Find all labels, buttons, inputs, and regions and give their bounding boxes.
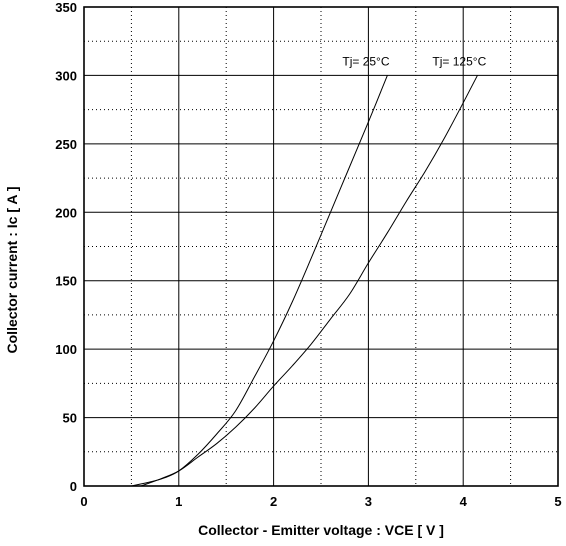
y-tick-label: 100 (55, 342, 77, 357)
x-axis-title: Collector - Emitter voltage : VCE [ V ] (198, 522, 444, 538)
minor-grid (84, 7, 558, 486)
y-tick-label: 350 (55, 0, 77, 15)
y-tick-label: 50 (63, 411, 77, 426)
major-grid (84, 7, 558, 486)
x-tick-label: 3 (365, 494, 372, 509)
y-tick-label: 150 (55, 274, 77, 289)
y-tick-label: 300 (55, 68, 77, 83)
y-axis-title: Collector current : Ic [ A ] (4, 187, 20, 354)
plot-frame (83, 6, 559, 487)
series-line-2 (140, 75, 478, 487)
x-tick-label: 1 (175, 494, 182, 509)
series-lines (131, 75, 478, 487)
x-tick-label: 2 (270, 494, 277, 509)
x-tick-label: 4 (460, 494, 468, 509)
x-tick-label: 5 (554, 494, 561, 509)
series-label-2: Tj= 125°C (432, 54, 486, 68)
y-tick-labels: 0 50 100 150 200 250 300 350 (55, 0, 77, 494)
series-label-1: Tj= 25°C (342, 54, 389, 68)
y-tick-label: 200 (55, 205, 77, 220)
x-tick-label: 0 (80, 494, 87, 509)
x-tick-labels: 0 1 2 3 4 5 (80, 494, 561, 509)
series-labels: Tj= 25°C Tj= 125°C (342, 54, 486, 68)
y-tick-label: 250 (55, 137, 77, 152)
y-tick-label: 0 (70, 479, 77, 494)
